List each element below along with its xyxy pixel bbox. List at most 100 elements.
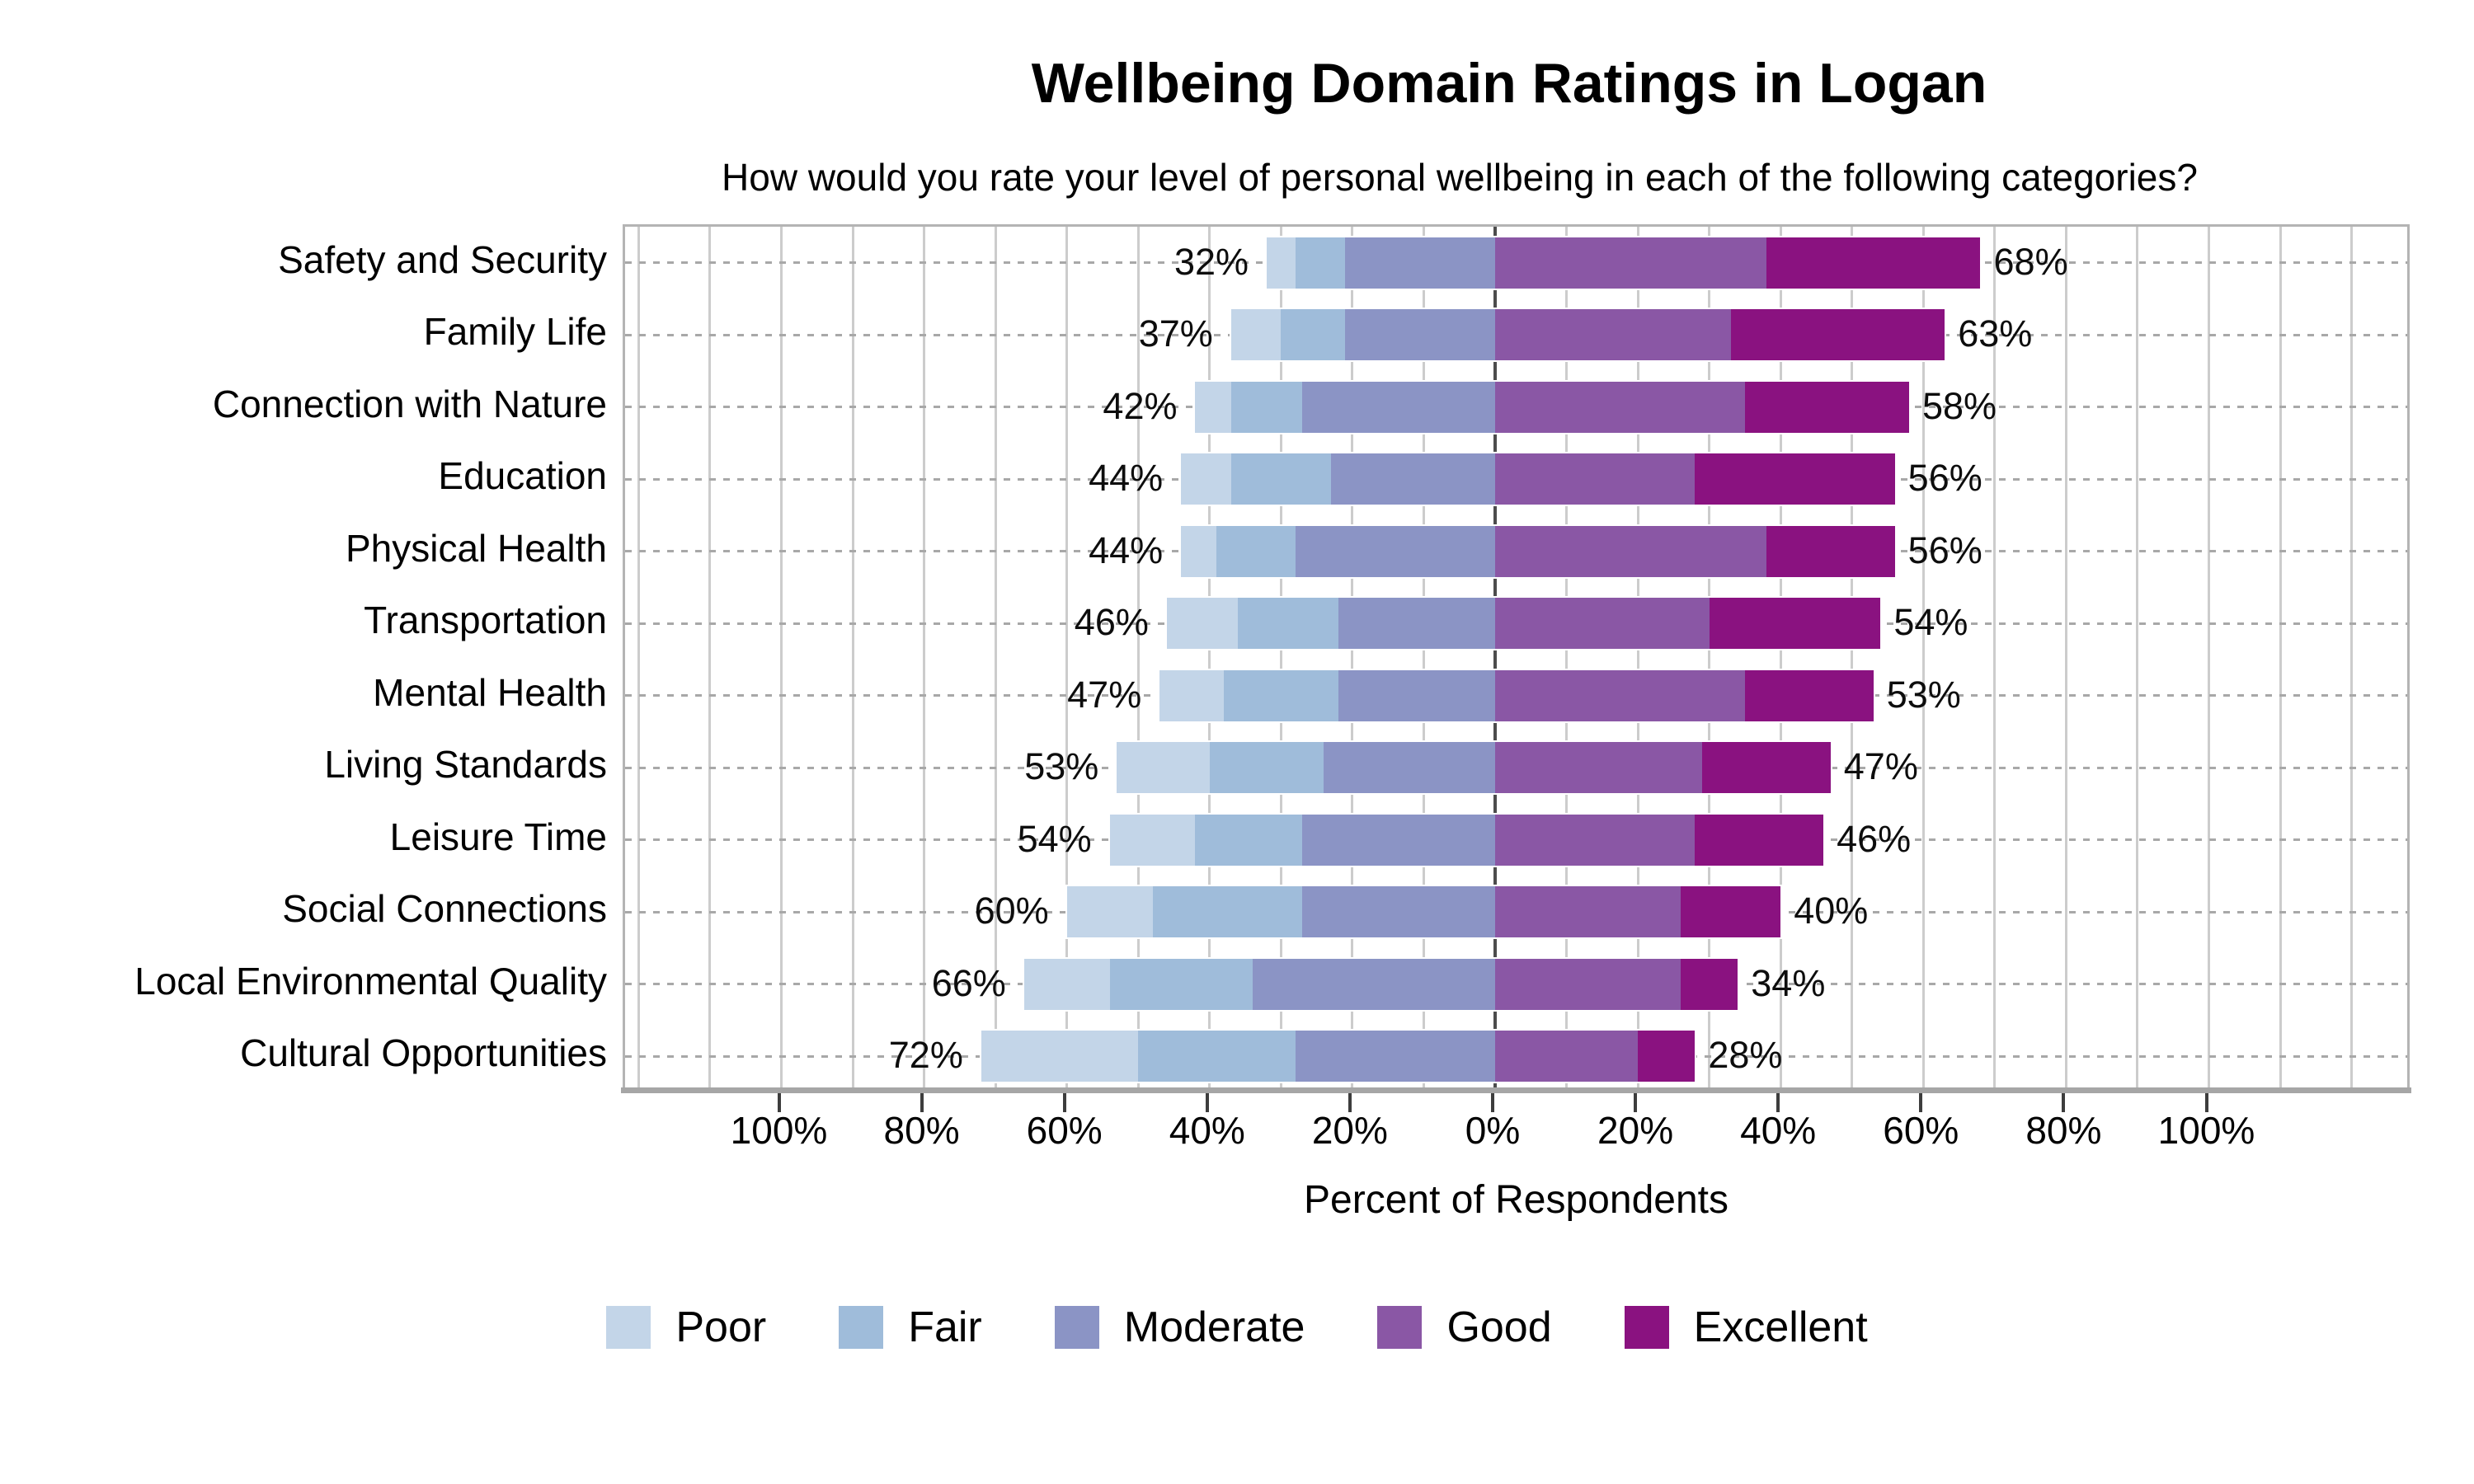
vertical-gridline bbox=[2279, 227, 2282, 1087]
bar-segment-moderate bbox=[1338, 669, 1495, 721]
vertical-gridline bbox=[780, 227, 783, 1087]
left-total-label: 42% bbox=[1103, 384, 1178, 427]
legend-item: Poor bbox=[606, 1303, 766, 1352]
bar-segment-excellent bbox=[1638, 1031, 1696, 1082]
vertical-gridline bbox=[1136, 227, 1140, 1087]
stacked-bar bbox=[1108, 812, 1826, 867]
right-total-label: 56% bbox=[1907, 528, 1982, 571]
vertical-gridline bbox=[1779, 227, 1782, 1087]
bar-segment-excellent bbox=[1681, 958, 1738, 1010]
bar-segment-fair bbox=[1295, 237, 1346, 289]
x-axis-line bbox=[621, 1087, 2411, 1093]
bar-segment-poor bbox=[1023, 958, 1110, 1010]
bar-segment-fair bbox=[1109, 958, 1253, 1010]
right-total-label: 63% bbox=[1958, 312, 2033, 355]
legend-item: Excellent bbox=[1624, 1303, 1868, 1352]
axis-tick-label: 20% bbox=[1597, 1109, 1674, 1152]
plot-area: 32% 68% 37% 63% 42% 58% 44% 56% 44% 56% 46% 54% 47% 5… bbox=[623, 224, 2410, 1090]
right-total-label: 56% bbox=[1907, 457, 1982, 500]
left-total-label: 66% bbox=[931, 961, 1006, 1004]
vertical-gridline bbox=[1708, 227, 1711, 1087]
bar-segment-excellent bbox=[1744, 381, 1909, 433]
legend-item: Good bbox=[1377, 1303, 1552, 1352]
right-total-label: 68% bbox=[1993, 240, 2068, 283]
axis-tick-label: 0% bbox=[1465, 1109, 1521, 1152]
legend-swatch-moderate bbox=[1054, 1306, 1099, 1349]
axis-tick-label: 80% bbox=[883, 1109, 960, 1152]
bar-segment-excellent bbox=[1701, 742, 1831, 794]
axis-tick bbox=[920, 1093, 924, 1112]
stacked-bar bbox=[1158, 668, 1875, 723]
axis-tick bbox=[777, 1093, 781, 1112]
category-label: Local Environmental Quality bbox=[134, 959, 607, 1003]
legend-label: Moderate bbox=[1123, 1303, 1305, 1351]
bar-segment-good bbox=[1494, 525, 1766, 577]
axis-tick bbox=[1491, 1093, 1494, 1112]
bar-segment-moderate bbox=[1295, 525, 1495, 577]
bar-segment-fair bbox=[1216, 525, 1296, 577]
legend-item: Moderate bbox=[1054, 1303, 1305, 1352]
stacked-bar bbox=[1164, 596, 1883, 651]
axis-tick-label: 20% bbox=[1311, 1109, 1388, 1152]
left-total-label: 53% bbox=[1024, 745, 1099, 788]
bar-segment-moderate bbox=[1252, 958, 1495, 1010]
legend-swatch-excellent bbox=[1624, 1306, 1669, 1349]
legend: Poor Fair Moderate Good Excellent bbox=[0, 1303, 2474, 1352]
bar-segment-good bbox=[1494, 958, 1681, 1010]
category-label: Cultural Opportunities bbox=[240, 1031, 607, 1075]
bar-segment-good bbox=[1494, 669, 1745, 721]
axis-tick-label: 100% bbox=[2157, 1109, 2255, 1152]
stacked-bar bbox=[1022, 956, 1740, 1012]
vertical-gridline bbox=[923, 227, 926, 1087]
vertical-gridline bbox=[1921, 227, 1925, 1087]
left-total-label: 46% bbox=[1074, 601, 1149, 644]
bar-segment-poor bbox=[1159, 669, 1225, 721]
right-total-label: 53% bbox=[1886, 673, 1961, 716]
vertical-gridline bbox=[1208, 227, 1211, 1087]
vertical-gridline bbox=[1065, 227, 1069, 1087]
legend-item: Fair bbox=[839, 1303, 982, 1352]
vertical-gridline bbox=[1851, 227, 1854, 1087]
bar-segment-good bbox=[1494, 309, 1731, 361]
left-total-label: 47% bbox=[1067, 673, 1142, 716]
bar-segment-poor bbox=[1117, 742, 1210, 794]
vertical-gridline bbox=[1565, 227, 1569, 1087]
axis-tick bbox=[1919, 1093, 1923, 1112]
bar-segment-moderate bbox=[1302, 886, 1495, 938]
axis-tick bbox=[2062, 1093, 2066, 1112]
legend-swatch-poor bbox=[606, 1306, 651, 1349]
axis-tick-label: 60% bbox=[1026, 1109, 1103, 1152]
bar-segment-good bbox=[1494, 742, 1702, 794]
legend-label: Excellent bbox=[1693, 1303, 1868, 1351]
bar-segment-good bbox=[1494, 1031, 1639, 1082]
axis-tick bbox=[1348, 1093, 1352, 1112]
bar-segment-good bbox=[1494, 381, 1745, 433]
bar-segment-fair bbox=[1209, 742, 1324, 794]
bar-segment-good bbox=[1494, 886, 1681, 938]
category-label: Education bbox=[438, 454, 607, 498]
bar-segment-poor bbox=[1166, 598, 1239, 650]
bar-segment-fair bbox=[1230, 453, 1331, 505]
bar-segment-excellent bbox=[1766, 237, 1981, 289]
bar-segment-poor bbox=[1181, 525, 1217, 577]
axis-tick bbox=[1776, 1093, 1780, 1112]
right-total-label: 47% bbox=[1843, 745, 1918, 788]
stacked-bar bbox=[1229, 308, 1947, 363]
bar-segment-fair bbox=[1230, 381, 1303, 433]
bar-segment-good bbox=[1494, 814, 1696, 866]
x-axis-title: Percent of Respondents bbox=[1304, 1178, 1729, 1222]
bar-segment-poor bbox=[1066, 886, 1153, 938]
bar-segment-moderate bbox=[1330, 453, 1495, 505]
vertical-gridline bbox=[637, 227, 640, 1087]
category-label: Living Standards bbox=[324, 743, 607, 787]
left-total-label: 44% bbox=[1089, 457, 1164, 500]
bar-segment-fair bbox=[1238, 598, 1338, 650]
bar-segment-excellent bbox=[1709, 598, 1881, 650]
axis-tick bbox=[1634, 1093, 1638, 1112]
bar-segment-good bbox=[1494, 598, 1710, 650]
vertical-gridline bbox=[851, 227, 854, 1087]
vertical-gridline bbox=[1636, 227, 1639, 1087]
stacked-bar bbox=[1265, 235, 1982, 290]
bar-segment-fair bbox=[1224, 669, 1338, 721]
